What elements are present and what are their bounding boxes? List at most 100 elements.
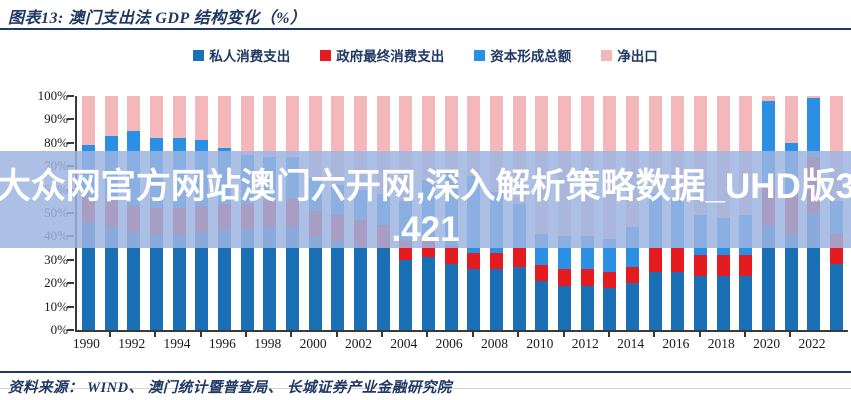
y-axis-tick — [67, 282, 74, 285]
bar-segment — [421, 257, 435, 330]
bar-segment — [195, 231, 209, 330]
bar-segment — [512, 248, 526, 267]
bar-segment — [490, 269, 503, 330]
bar-segment — [104, 96, 118, 136]
x-axis-label: 1992 — [118, 336, 146, 351]
bar-segment — [648, 248, 662, 272]
legend-item-2: 资本形成总额 — [474, 45, 571, 65]
x-axis-label: 1994 — [163, 336, 191, 351]
bar-segment — [217, 229, 231, 330]
y-axis-tick — [67, 118, 74, 121]
bar-segment — [240, 96, 254, 155]
bar-segment — [762, 224, 776, 330]
bar-segment — [104, 227, 118, 330]
bar-segment — [535, 264, 549, 281]
x-axis-tick — [562, 332, 565, 337]
x-axis-label: 2004 — [390, 336, 418, 351]
bar-segment — [240, 229, 254, 330]
bar-segment — [580, 285, 594, 330]
bar-segment — [444, 264, 458, 330]
x-axis-label: 1998 — [254, 336, 282, 351]
x-axis-tick — [471, 332, 474, 337]
legend-swatch-icon — [474, 49, 486, 61]
bar-segment — [149, 96, 163, 139]
x-axis-tick — [381, 332, 384, 337]
watermark-text-line2: .421 — [391, 209, 460, 249]
y-axis-label: 0% — [50, 322, 68, 337]
legend-label: 资本形成总额 — [490, 49, 572, 64]
x-axis-label: 2002 — [344, 336, 372, 351]
bar-segment — [331, 241, 345, 330]
legend-item-1: 政府最终消费支出 — [320, 45, 444, 65]
bar-segment — [81, 96, 95, 146]
x-axis-tick — [426, 332, 429, 337]
chart-legend: 私人消费支出 政府最终消费支出 资本形成总额 净出口 — [0, 45, 851, 65]
bar-segment — [467, 269, 481, 330]
bar-segment — [694, 255, 708, 277]
x-axis-label: 2000 — [299, 336, 327, 351]
x-axis-tick — [743, 332, 746, 337]
y-axis-tick — [67, 141, 74, 144]
x-axis-tick — [653, 332, 656, 337]
bar-segment — [467, 252, 481, 270]
watermark-text-line1: 大众网官方网站澳门六开网,深入解析策略数据_UHD版3 — [0, 166, 851, 206]
bar-segment — [671, 248, 685, 272]
footer-divider — [0, 371, 851, 373]
x-axis-tick — [607, 332, 610, 337]
x-axis-label: 2010 — [526, 336, 554, 351]
bar-segment — [263, 96, 277, 157]
bar-segment — [399, 259, 413, 330]
title-divider — [0, 28, 851, 30]
footer-thin-line — [0, 388, 851, 389]
bar-segment — [285, 227, 299, 330]
bar-segment — [263, 227, 277, 330]
x-axis-label: 2016 — [662, 336, 690, 351]
bar-segment — [739, 255, 753, 277]
bar-segment — [671, 271, 685, 330]
bar-segment — [285, 96, 299, 157]
y-axis-label: 10% — [44, 298, 68, 314]
x-axis-tick — [517, 332, 520, 337]
legend-label: 私人消费支出 — [209, 49, 291, 64]
bar-segment — [694, 276, 708, 330]
x-axis-tick — [789, 332, 792, 337]
x-axis-label: 1990 — [72, 336, 100, 351]
bar-segment — [807, 96, 821, 99]
bar-segment — [603, 271, 617, 288]
bar-segment — [807, 98, 821, 157]
bar-segment — [308, 236, 322, 330]
bar-segment — [716, 276, 730, 330]
y-axis-label: 20% — [44, 275, 68, 291]
legend-item-0: 私人消费支出 — [193, 45, 290, 65]
bar-segment — [195, 96, 209, 141]
bar-segment — [784, 234, 798, 330]
bar-segment — [648, 271, 662, 330]
x-axis-label: 2006 — [435, 336, 463, 351]
bar-segment — [739, 276, 753, 330]
x-axis-label: 2014 — [617, 336, 645, 351]
x-axis-label: 2022 — [798, 336, 826, 351]
x-axis-tick — [290, 332, 293, 337]
y-axis-label: 30% — [44, 251, 68, 267]
y-axis-label: 90% — [44, 111, 68, 127]
bar-segment — [580, 269, 594, 286]
bar-segment — [558, 269, 572, 286]
bar-segment — [217, 96, 231, 148]
y-axis-tick — [67, 95, 74, 97]
x-axis-tick — [154, 332, 157, 337]
bar-segment — [376, 248, 390, 330]
y-axis-tick — [67, 329, 74, 331]
x-axis-tick — [245, 332, 248, 337]
x-axis-label: 2020 — [753, 336, 781, 351]
x-axis-tick — [698, 332, 701, 337]
legend-label: 净出口 — [617, 49, 658, 64]
x-axis-tick — [335, 332, 338, 337]
bar-segment — [149, 234, 163, 330]
bar-segment — [490, 252, 503, 270]
bar-segment — [762, 96, 776, 101]
x-axis-tick — [109, 332, 111, 337]
y-axis-tick — [67, 305, 74, 308]
x-axis-label: 2018 — [707, 336, 735, 351]
y-axis-label: 100% — [37, 88, 68, 103]
